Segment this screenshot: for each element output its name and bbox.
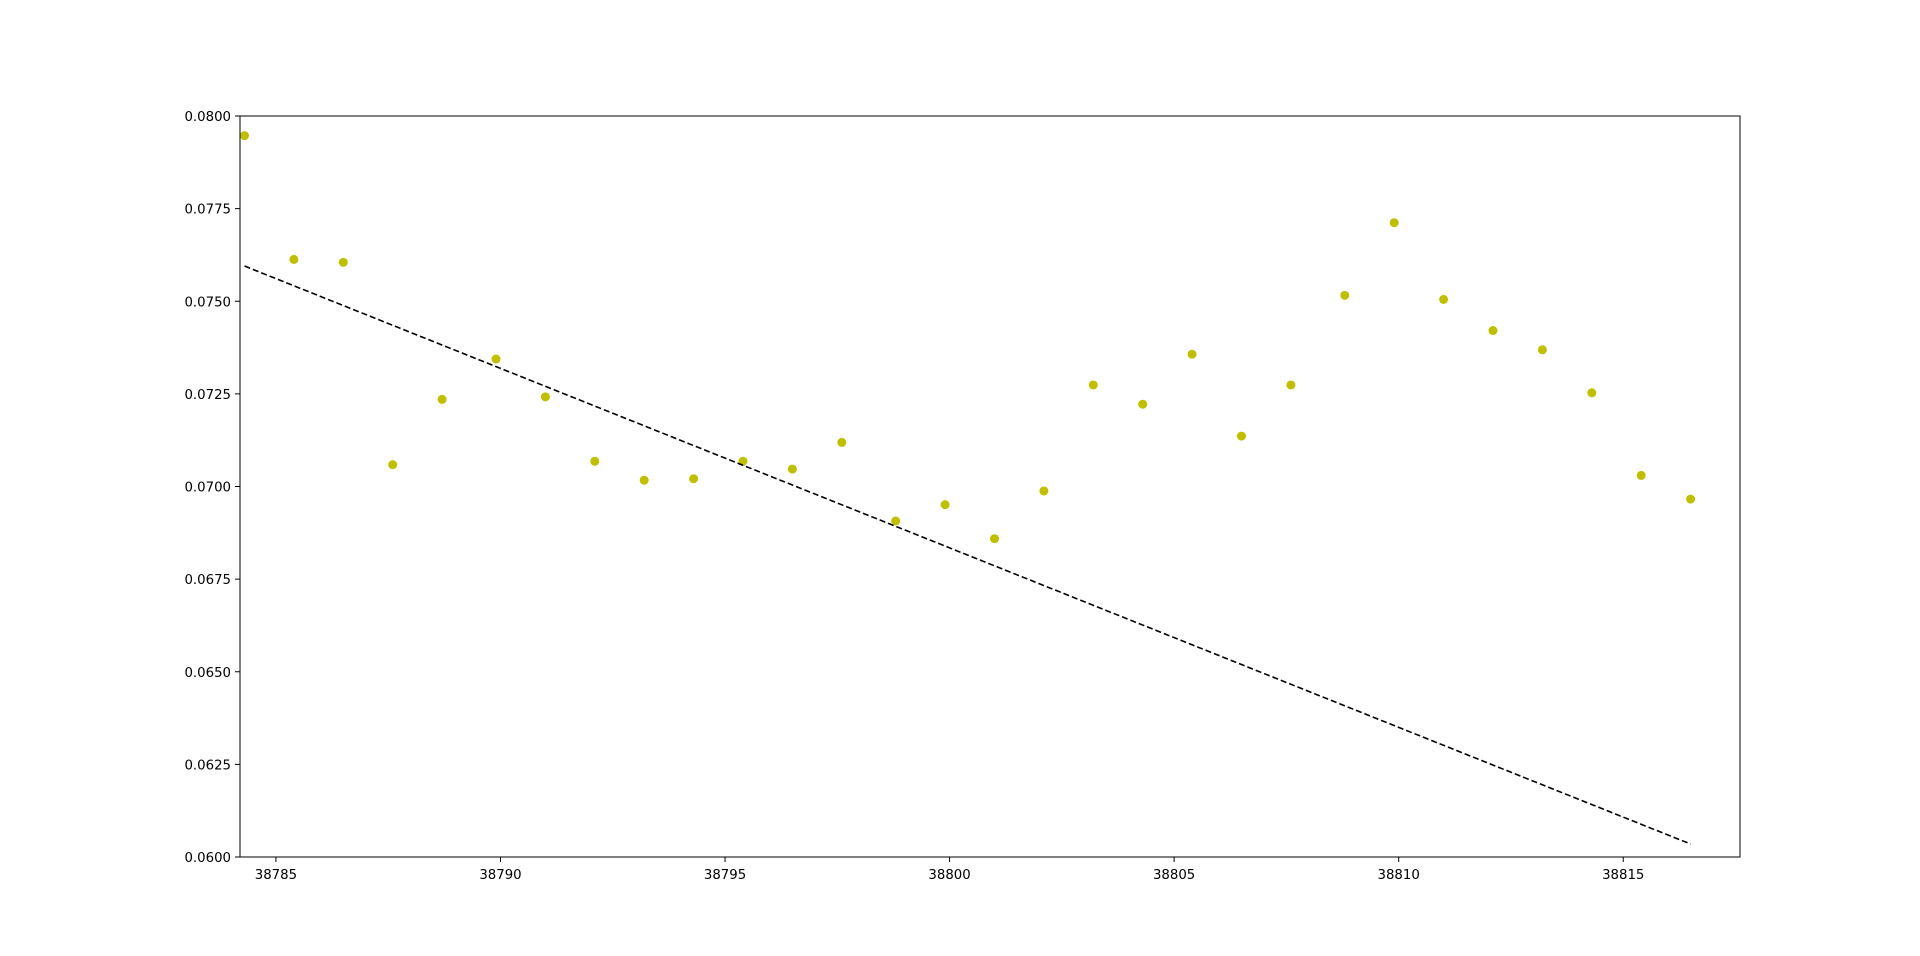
- x-tick-label: 38810: [1378, 868, 1420, 883]
- scatter-point: [1187, 349, 1197, 359]
- x-tick-label: 38795: [704, 868, 746, 883]
- x-tick-label: 38785: [255, 868, 297, 883]
- trend-line: [244, 265, 1691, 845]
- scatter-point: [289, 254, 299, 264]
- scatter-point: [1439, 294, 1449, 304]
- scatter-point: [540, 392, 550, 402]
- scatter-point: [1389, 218, 1399, 228]
- y-tick-label: 0.0725: [184, 388, 231, 403]
- scatter-point: [989, 534, 999, 544]
- scatter-point: [689, 474, 699, 484]
- y-tick-label: 0.0700: [184, 481, 231, 496]
- scatter-point: [1088, 380, 1098, 390]
- scatter-point: [1537, 345, 1547, 355]
- scatter-point: [388, 460, 398, 470]
- y-tick-label: 0.0600: [184, 851, 231, 866]
- scatter-point: [940, 500, 950, 510]
- scatter-point: [491, 354, 501, 364]
- scatter-point: [639, 475, 649, 485]
- y-tick-label: 0.0750: [184, 295, 231, 310]
- scatter-point: [891, 516, 901, 526]
- scatter-point: [1636, 470, 1646, 480]
- plot-frame: [239, 115, 1741, 858]
- scatter-point: [1686, 494, 1696, 504]
- scatter-point: [1286, 380, 1296, 390]
- scatter-point: [1236, 431, 1246, 441]
- scatter-point: [590, 456, 600, 466]
- x-tick-label: 38790: [479, 868, 521, 883]
- scatter-point: [1138, 399, 1148, 409]
- scatter-point: [338, 257, 348, 267]
- scatter-point: [1340, 290, 1350, 300]
- y-tick-label: 0.0625: [184, 758, 231, 773]
- y-tick-label: 0.0800: [184, 110, 231, 125]
- y-axis-ticks: 0.0600 0.0625 0.0650 0.0675 0.0700 0.0725 0.07…: [184, 110, 240, 866]
- y-tick-label: 0.0650: [184, 666, 231, 681]
- x-tick-label: 38805: [1153, 868, 1195, 883]
- scatter-point: [787, 464, 797, 474]
- x-tick-label: 38815: [1602, 868, 1644, 883]
- scatter-point: [1039, 486, 1049, 496]
- x-tick-label: 38800: [928, 868, 970, 883]
- y-tick-label: 0.0675: [184, 573, 231, 588]
- plot-series: [239, 131, 1696, 845]
- scatter-point: [837, 437, 847, 447]
- x-axis-ticks: 38785 38790 38795 38800 38805 38810 38815: [255, 857, 1644, 883]
- scatter-point: [1587, 388, 1597, 398]
- scatter-point: [437, 394, 447, 404]
- y-tick-label: 0.0775: [184, 203, 231, 218]
- scatter-point: [239, 131, 249, 141]
- scatter-point: [1488, 326, 1498, 336]
